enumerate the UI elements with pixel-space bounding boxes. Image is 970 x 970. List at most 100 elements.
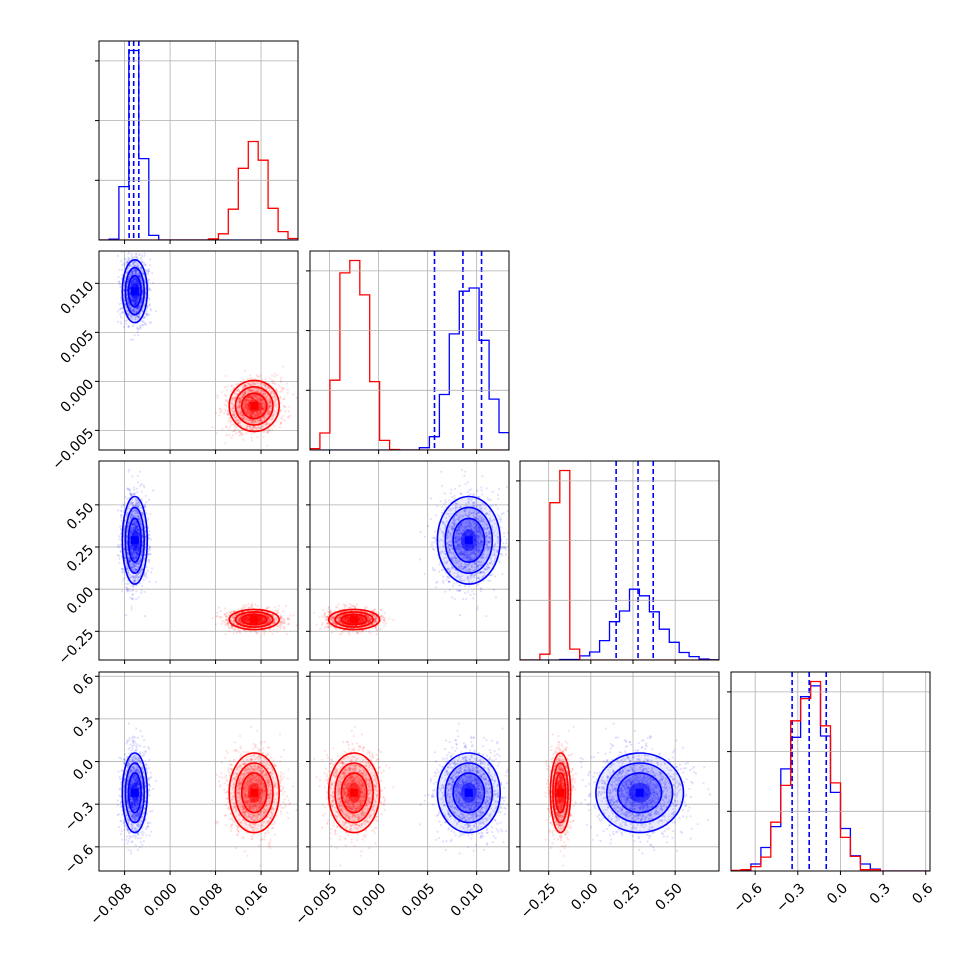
scatter-point-series_a bbox=[137, 273, 141, 276]
scatter-point-series_a bbox=[137, 545, 140, 548]
scatter-point-series_a bbox=[139, 267, 142, 270]
scatter-point-series_b bbox=[230, 423, 233, 427]
scatter-point-series_a bbox=[132, 520, 135, 523]
scatter-point-series_a bbox=[134, 271, 138, 274]
scatter-point-series_a bbox=[140, 254, 144, 257]
scatter-point-series_b bbox=[262, 402, 265, 405]
scatter-point-series_b bbox=[231, 430, 234, 433]
scatter-point-series_a bbox=[132, 556, 135, 559]
scatter-point-series_a bbox=[126, 497, 129, 500]
scatter-point-series_b bbox=[237, 422, 240, 425]
scatter-point-series_b bbox=[249, 388, 252, 391]
scatter-point-series_b bbox=[260, 401, 263, 404]
scatter-point-series_a bbox=[136, 307, 139, 310]
scatter-point-series_b bbox=[229, 389, 232, 392]
scatter-point-series_b bbox=[239, 407, 242, 410]
scatter-point-series_b bbox=[226, 385, 229, 388]
scatter-point-series_b bbox=[231, 402, 234, 405]
scatter-point-series_a bbox=[129, 517, 132, 520]
scatter-point-series_b bbox=[247, 396, 250, 399]
scatter-point-series_b bbox=[239, 410, 242, 414]
scatter-point-series_b bbox=[252, 411, 255, 414]
scatter-point-series_b bbox=[257, 621, 260, 624]
scatter-point-series_a bbox=[128, 558, 131, 561]
scatter-point-series_b bbox=[258, 388, 261, 391]
scatter-point-series_a bbox=[140, 554, 143, 557]
scatter-point-series_a bbox=[125, 289, 129, 292]
scatter-point-series_a bbox=[129, 492, 132, 495]
scatter-point-series_b bbox=[271, 417, 274, 420]
scatter-point-series_a bbox=[132, 551, 135, 554]
scatter-point-series_a bbox=[138, 520, 141, 523]
scatter-point-series_b bbox=[251, 420, 254, 423]
scatter-point-series_b bbox=[260, 407, 263, 410]
scatter-point-series_a bbox=[121, 570, 124, 573]
scatter-point-series_a bbox=[134, 299, 137, 302]
scatter-point-series_a bbox=[131, 308, 134, 311]
scatter-point-series_b bbox=[247, 381, 250, 384]
scatter-point-series_a bbox=[144, 536, 147, 539]
scatter-point-series_a bbox=[135, 526, 138, 529]
scatter-point-series_b bbox=[253, 377, 256, 381]
scatter-point-series_a bbox=[130, 501, 133, 504]
plot-area bbox=[116, 468, 298, 636]
scatter-point-series_b bbox=[263, 416, 266, 420]
scatter-point-series_a bbox=[118, 283, 121, 286]
scatter-point-series_b bbox=[260, 399, 263, 402]
scatter-point-series_a bbox=[132, 579, 135, 582]
scatter-point-series_a bbox=[136, 328, 139, 331]
scatter-point-series_a bbox=[134, 525, 137, 528]
scatter-point-series_b bbox=[233, 386, 236, 389]
scatter-point-series_b bbox=[244, 410, 247, 413]
scatter-point-series_a bbox=[121, 311, 124, 314]
scatter-point-series_a bbox=[139, 324, 142, 327]
scatter-point-series_a bbox=[137, 294, 140, 298]
scatter-point-series_b bbox=[231, 616, 235, 619]
scatter-point-series_a bbox=[132, 299, 135, 302]
scatter-point-series_a bbox=[130, 296, 133, 299]
scatter-point-series_b bbox=[252, 426, 255, 429]
scatter-point-series_b bbox=[258, 412, 261, 415]
scatter-point-series_a bbox=[127, 313, 130, 316]
scatter-point-series_b bbox=[246, 390, 249, 393]
scatter-point-series_a bbox=[141, 320, 144, 323]
scatter-point-series_a bbox=[144, 300, 147, 303]
scatter-point-series_b bbox=[273, 412, 276, 416]
scatter-point-series_a bbox=[132, 524, 135, 527]
scatter-point-series_a bbox=[129, 338, 132, 341]
scatter-point-series_b bbox=[245, 402, 248, 405]
scatter-point-series_a bbox=[129, 296, 133, 299]
scatter-point-series_b bbox=[244, 416, 247, 419]
scatter-point-series_a bbox=[134, 525, 138, 528]
scatter-point-series_b bbox=[253, 383, 257, 386]
scatter-point-series_a bbox=[127, 266, 130, 269]
scatter-point-series_a bbox=[130, 297, 133, 300]
scatter-point-series_a bbox=[132, 324, 135, 328]
scatter-point-series_b bbox=[264, 385, 267, 388]
scatter-point-series_a bbox=[133, 512, 136, 515]
scatter-point-series_a bbox=[128, 315, 131, 318]
scatter-point-series_b bbox=[248, 419, 251, 422]
scatter-point-series_a bbox=[126, 568, 129, 571]
scatter-point-series_b bbox=[243, 384, 246, 387]
scatter-point-series_a bbox=[132, 575, 135, 578]
scatter-point-series_b bbox=[268, 377, 272, 380]
scatter-point-series_a bbox=[118, 308, 121, 311]
scatter-point-series_a bbox=[133, 299, 137, 302]
scatter-point-series_a bbox=[136, 308, 139, 311]
scatter-point-series_b bbox=[245, 403, 248, 406]
scatter-point-series_a bbox=[128, 507, 131, 510]
scatter-point-series_b bbox=[246, 396, 249, 399]
scatter-point-series_a bbox=[149, 307, 152, 310]
scatter-point-series_b bbox=[242, 408, 245, 411]
scatter-point-series_a bbox=[133, 567, 136, 571]
scatter-point-series_a bbox=[134, 278, 137, 281]
scatter-point-series_a bbox=[137, 263, 140, 266]
scatter-point-series_b bbox=[248, 620, 251, 624]
scatter-point-series_a bbox=[131, 551, 134, 554]
scatter-point-series_a bbox=[136, 524, 139, 528]
scatter-point-series_a bbox=[129, 536, 132, 540]
scatter-point-series_b bbox=[247, 410, 250, 413]
scatter-point-series_a bbox=[133, 310, 136, 313]
